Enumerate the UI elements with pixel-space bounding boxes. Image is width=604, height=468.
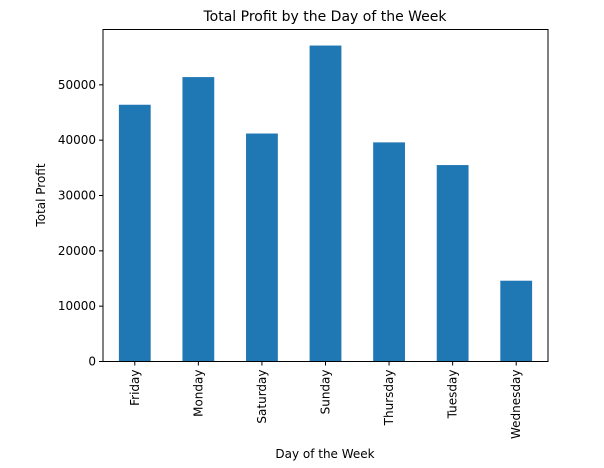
x-axis: Friday Monday Saturday Sunday Thursday Tuesda…	[128, 361, 523, 439]
chart-title: Total Profit by the Day of the Week	[203, 9, 448, 25]
x-tick-label-wednesday: Wednesday	[509, 370, 523, 439]
y-tick-label: 30000	[58, 189, 96, 203]
x-tick-label-sunday: Sunday	[319, 370, 333, 415]
x-tick-label-friday: Friday	[128, 370, 142, 406]
bar-tuesday	[436, 165, 469, 362]
y-tick-label: 10000	[58, 299, 96, 313]
bar-wednesday	[500, 280, 533, 362]
x-tick-label-thursday: Thursday	[382, 370, 396, 427]
y-tick-label: 50000	[58, 78, 96, 92]
bar-monday	[182, 77, 215, 362]
y-tick-label: 40000	[58, 133, 96, 147]
y-axis: 0 10000 20000 30000 40000 50000	[58, 78, 103, 369]
bar-thursday	[373, 142, 405, 362]
plot-frame	[102, 29, 549, 362]
y-axis-label: Total Profit	[34, 163, 48, 227]
bar-saturday	[246, 133, 278, 362]
bar-friday	[118, 104, 151, 362]
plot-area	[118, 45, 533, 362]
y-tick-label: 0	[88, 355, 96, 369]
x-axis-label: Day of the Week	[275, 447, 374, 461]
x-tick-label-monday: Monday	[191, 370, 205, 417]
x-tick-label-saturday: Saturday	[255, 370, 269, 424]
y-tick-label: 20000	[58, 244, 96, 258]
x-tick-label-tuesday: Tuesday	[446, 370, 460, 420]
bar-sunday	[309, 45, 342, 362]
